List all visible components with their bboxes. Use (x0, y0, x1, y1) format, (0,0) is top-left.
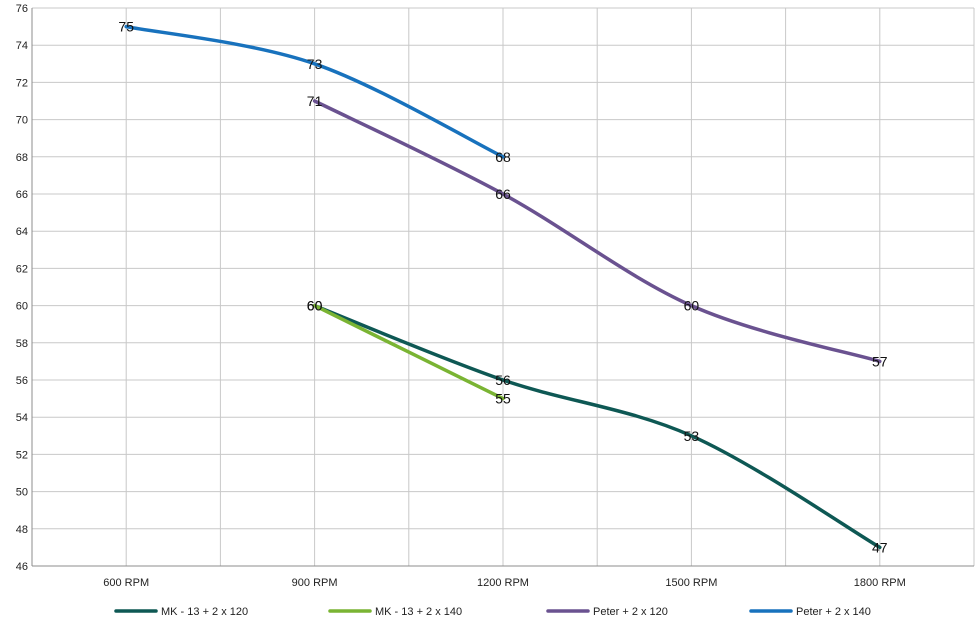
y-tick-label: 52 (16, 449, 28, 461)
x-tick-label: 600 RPM (103, 577, 149, 589)
legend-label: Peter + 2 x 140 (796, 606, 871, 618)
y-tick-label: 68 (16, 152, 28, 164)
y-tick-label: 46 (16, 561, 28, 573)
data-label: 73 (307, 56, 323, 72)
y-tick-label: 54 (16, 412, 28, 424)
legend-label: MK - 13 + 2 x 140 (375, 606, 462, 618)
x-tick-label: 1800 RPM (854, 577, 906, 589)
data-label: 71 (307, 93, 323, 109)
data-label: 55 (495, 391, 511, 407)
series-line (312, 99, 882, 364)
y-tick-label: 70 (16, 115, 28, 127)
data-label: 53 (684, 428, 700, 444)
series-line (312, 303, 505, 401)
data-label: 60 (307, 298, 323, 314)
legend-label: MK - 13 + 2 x 120 (161, 606, 248, 618)
y-tick-label: 48 (16, 524, 28, 536)
y-tick-label: 66 (16, 189, 28, 201)
data-label: 57 (872, 353, 888, 369)
y-tick-label: 58 (16, 338, 28, 350)
y-tick-label: 72 (16, 77, 28, 89)
y-tick-label: 50 (16, 487, 28, 499)
data-label: 47 (872, 539, 888, 555)
legend-label: Peter + 2 x 120 (593, 606, 668, 618)
y-tick-label: 60 (16, 301, 28, 313)
y-tick-label: 76 (16, 3, 28, 15)
axes: 46 48 50 52 54 56 58 60 62 64 66 68 70 72 74 76 600 RPM 9… (16, 3, 974, 589)
data-label: 75 (118, 19, 134, 35)
y-tick-label: 62 (16, 263, 28, 275)
data-label: 68 (495, 149, 511, 165)
legend: MK - 13 + 2 x 120 MK - 13 + 2 x 140 Peter … (114, 606, 871, 618)
y-tick-label: 74 (16, 40, 28, 52)
x-tick-label: 900 RPM (292, 577, 338, 589)
data-label: 56 (495, 372, 511, 388)
x-tick-label: 1500 RPM (665, 577, 717, 589)
data-label: 60 (684, 298, 700, 314)
series-lines (124, 24, 882, 550)
y-tick-label: 64 (16, 226, 28, 238)
x-tick-label: 1200 RPM (477, 577, 529, 589)
series-line (124, 24, 505, 159)
y-tick-label: 56 (16, 375, 28, 387)
data-label: 60 (307, 298, 323, 314)
series-line (312, 303, 882, 550)
gridlines (31, 7, 975, 567)
data-label: 66 (495, 186, 511, 202)
